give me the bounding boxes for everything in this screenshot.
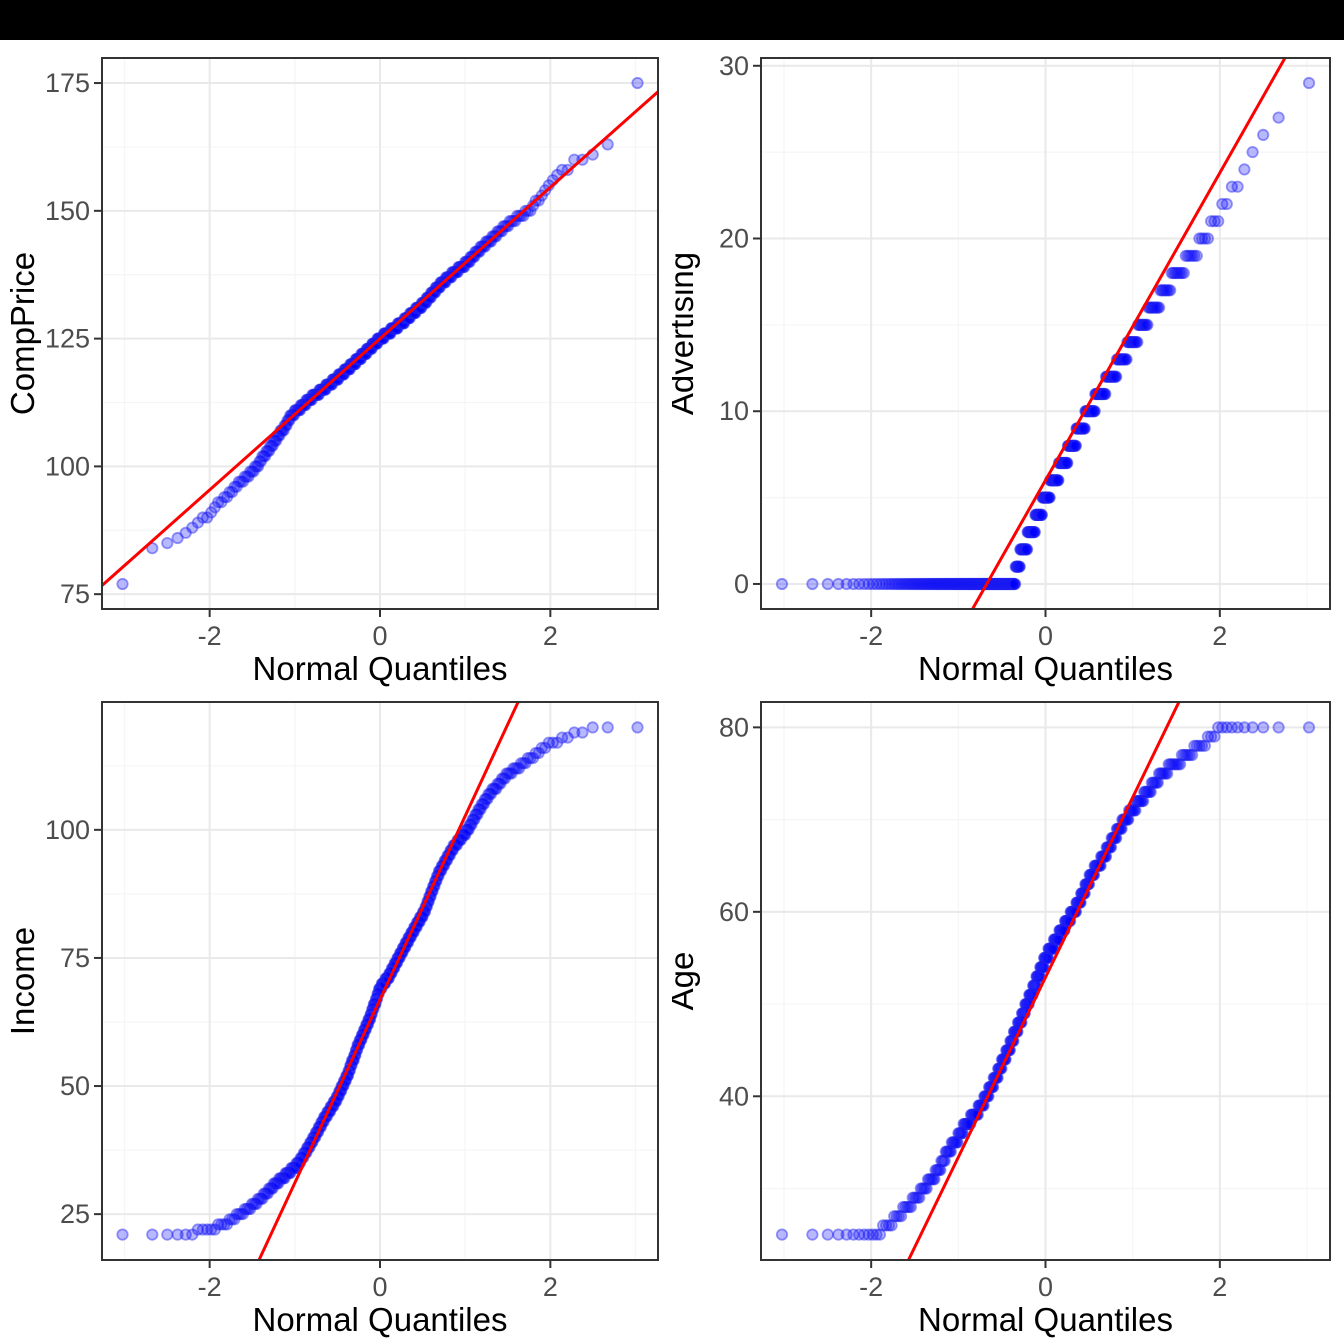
svg-text:75: 75 [60,943,90,973]
qq-panel-advertising: -2 0 2 0 10 20 30 Advertising Normal Quantiles [672,40,1344,692]
svg-text:50: 50 [60,1071,90,1101]
svg-text:0: 0 [1038,621,1053,651]
svg-text:150: 150 [45,196,90,226]
qq-panel-age: -2 0 2 40 60 80 Age Normal Quantiles [672,692,1344,1344]
y-axis-title-compprice: CompPrice [4,252,41,415]
svg-text:60: 60 [719,897,749,927]
plot-grid: -2 0 2 75 100 125 150 175 CompPrice Normal Quan… [0,40,1344,1344]
y-axis-title-age: Age [672,952,700,1011]
x-axis-title-compprice: Normal Quantiles [253,650,508,687]
svg-text:2: 2 [543,1272,558,1302]
qq-panel-income: -2 0 2 25 50 75 100 Income Normal Quantiles [0,692,672,1344]
svg-text:10: 10 [719,396,749,426]
svg-text:100: 100 [45,451,90,481]
svg-text:-2: -2 [859,621,883,651]
qq-plot-age-svg: -2 0 2 40 60 80 Age Normal Quantiles [672,701,1331,1338]
qq-plot-compprice-svg: -2 0 2 75 100 125 150 175 CompPrice Normal Quan… [4,57,659,687]
svg-text:20: 20 [719,224,749,254]
svg-text:2: 2 [1212,1272,1227,1302]
x-axis-title-income: Normal Quantiles [253,1301,508,1338]
plot-layer: -2 0 2 25 50 75 100 [45,701,659,1302]
plot-layer: -2 0 2 75 100 125 150 175 [45,57,659,651]
svg-text:0: 0 [372,1272,387,1302]
top-black-bar [0,0,1344,40]
svg-text:-2: -2 [198,1272,222,1302]
x-axis-title-advertising: Normal Quantiles [918,650,1173,687]
svg-text:75: 75 [60,579,90,609]
svg-text:25: 25 [60,1199,90,1229]
svg-text:-2: -2 [198,621,222,651]
svg-text:0: 0 [372,621,387,651]
y-axis-title-advertising: Advertising [672,252,700,415]
svg-text:100: 100 [45,815,90,845]
plot-layer: -2 0 2 40 60 80 [719,701,1331,1302]
svg-text:2: 2 [543,621,558,651]
svg-text:0: 0 [734,569,749,599]
x-axis-title-age: Normal Quantiles [918,1301,1173,1338]
svg-text:80: 80 [719,712,749,742]
svg-text:40: 40 [719,1081,749,1111]
svg-text:125: 125 [45,324,90,354]
svg-text:-2: -2 [859,1272,883,1302]
y-axis-title-income: Income [4,927,41,1035]
svg-text:2: 2 [1212,621,1227,651]
svg-text:30: 30 [719,51,749,81]
svg-text:0: 0 [1038,1272,1053,1302]
qq-plot-income-svg: -2 0 2 25 50 75 100 Income Normal Quantiles [4,701,659,1338]
svg-text:175: 175 [45,68,90,98]
qq-panel-compprice: -2 0 2 75 100 125 150 175 CompPrice Normal Quan… [0,40,672,692]
